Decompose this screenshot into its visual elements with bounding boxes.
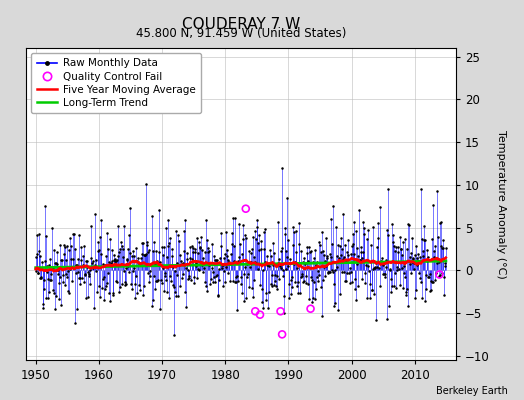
Legend: Raw Monthly Data, Quality Control Fail, Five Year Moving Average, Long-Term Tren: Raw Monthly Data, Quality Control Fail, … [31,53,201,113]
Point [276,308,285,314]
Point [256,312,264,318]
Point [307,306,315,312]
Point [278,331,286,338]
Point [242,206,250,212]
Text: 45.800 N, 91.459 W (United States): 45.800 N, 91.459 W (United States) [136,27,346,40]
Point [435,271,444,278]
Y-axis label: Temperature Anomaly (°C): Temperature Anomaly (°C) [496,130,506,278]
Point [251,308,259,314]
Title: COUDERAY 7 W: COUDERAY 7 W [182,16,300,32]
Text: Berkeley Earth: Berkeley Earth [436,386,508,396]
